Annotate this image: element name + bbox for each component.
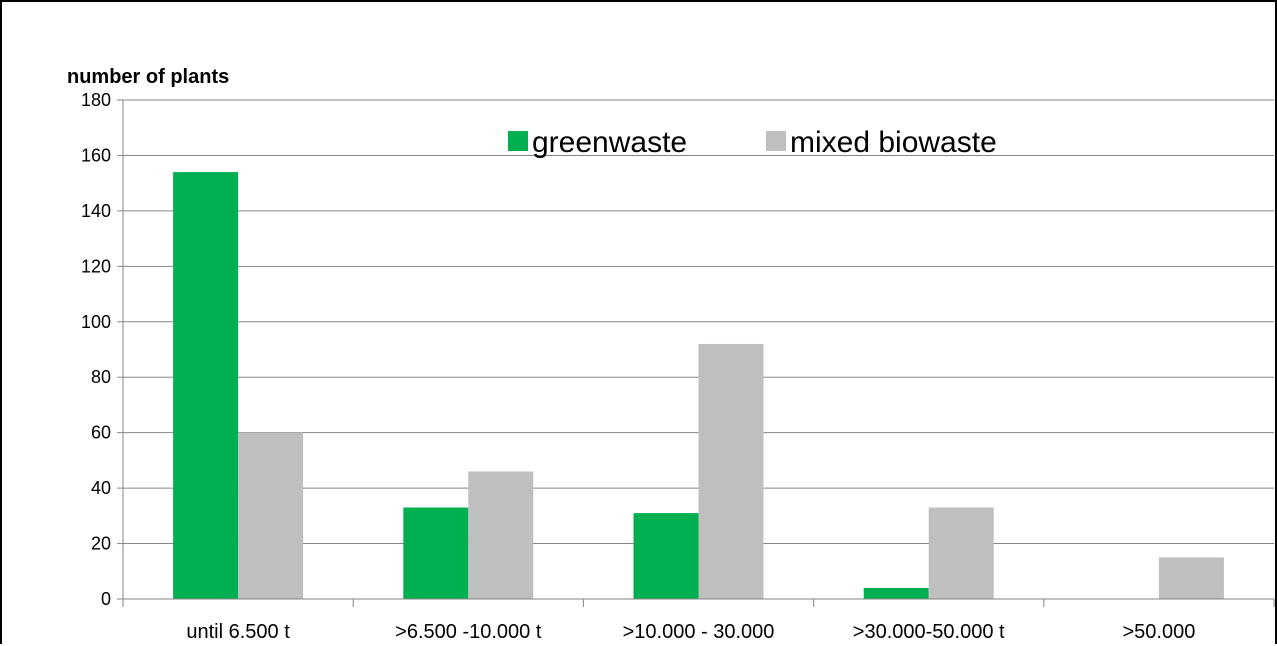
y-tick-label: 180 <box>81 90 111 110</box>
legend-swatch-greenwaste <box>508 131 528 151</box>
legend-label-greenwaste: greenwaste <box>532 126 687 159</box>
bar-greenwaste-until-6-500-t <box>173 172 239 600</box>
legend: greenwaste mixed biowaste <box>508 126 997 159</box>
bars <box>173 172 1224 600</box>
y-tick-label: 160 <box>81 145 111 165</box>
bar-mixed-biowaste-until-6-500-t <box>238 432 304 599</box>
bar-mixed-biowaste-30-000-50-000-t <box>928 507 994 599</box>
bar-mixed-biowaste-50-000 <box>1158 557 1224 599</box>
y-tick-label: 40 <box>91 478 111 498</box>
y-axis-title: number of plants <box>67 66 229 88</box>
bar-greenwaste-10-000-30-000 <box>633 513 699 599</box>
bar-greenwaste-30-000-50-000-t <box>863 587 929 599</box>
x-tick-label: >6.500 -10.000 t <box>395 621 542 643</box>
y-tick-label: 80 <box>91 367 111 387</box>
bar-mixed-biowaste-10-000-30-000 <box>698 343 764 599</box>
y-tick-label: 140 <box>81 201 111 221</box>
y-tick-label: 0 <box>101 589 111 609</box>
x-tick-labels: until 6.500 t >6.500 -10.000 t >10.000 - 3… <box>186 621 1195 643</box>
x-tick-label: >10.000 - 30.000 <box>623 621 775 643</box>
bar-greenwaste-6-500-10-000-t <box>403 507 469 599</box>
y-tick-label: 120 <box>81 256 111 276</box>
axes <box>122 100 1274 600</box>
y-tick-labels: 0 20 40 60 80 100 120 140 160 180 <box>81 90 111 609</box>
x-tick-label: >50.000 <box>1122 621 1195 643</box>
x-tick-label: until 6.500 t <box>186 621 290 643</box>
y-tick-label: 100 <box>81 312 111 332</box>
bar-mixed-biowaste-6-500-10-000-t <box>468 471 534 599</box>
x-tick-label: >30.000-50.000 t <box>853 621 1005 643</box>
y-tick-label: 60 <box>91 423 111 443</box>
legend-label-mixed-biowaste: mixed biowaste <box>790 126 997 159</box>
y-tick-label: 20 <box>91 534 111 554</box>
legend-swatch-mixed-biowaste <box>766 131 786 151</box>
